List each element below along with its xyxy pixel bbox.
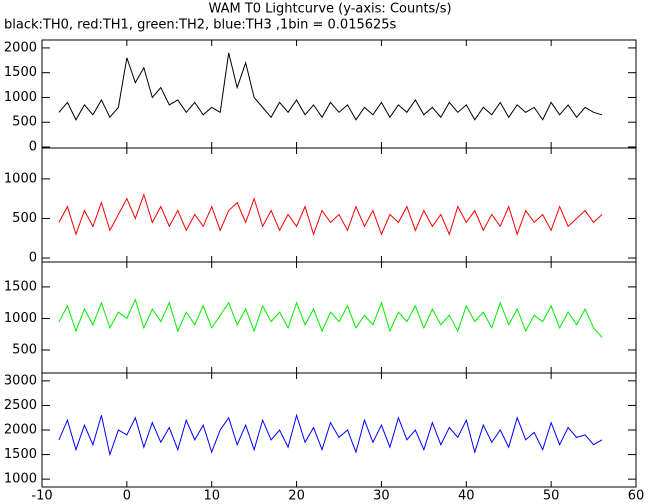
y-tick-label: 1500 [4, 65, 37, 80]
series-line [58, 193, 603, 236]
panel-frame [41, 147, 637, 263]
y-tick-label: 1500 [4, 447, 37, 462]
x-tick-label: -10 [31, 489, 52, 504]
y-tick-label: 1000 [4, 90, 37, 105]
chart-subtitle: black:TH0, red:TH1, green:TH2, blue:TH3 … [4, 18, 397, 33]
y-tick-label: 2000 [4, 40, 37, 55]
y-tick-label: 0 [29, 251, 37, 266]
series-line [58, 52, 603, 121]
y-tick-label: 500 [12, 211, 37, 226]
y-tick-label: 1000 [4, 472, 37, 487]
panel-frame [41, 39, 637, 149]
y-tick-label: 2500 [4, 398, 37, 413]
x-tick-label: 30 [373, 489, 390, 504]
y-tick-label: 0 [29, 140, 37, 155]
x-tick-label: 10 [203, 489, 220, 504]
y-tick-label: 2000 [4, 423, 37, 438]
y-tick-label: 3000 [4, 373, 37, 388]
y-tick-label: 500 [12, 342, 37, 357]
panel-frame [41, 372, 637, 488]
x-tick-label: 60 [628, 489, 645, 504]
x-tick-label: 50 [543, 489, 560, 504]
y-tick-label: 1000 [4, 311, 37, 326]
x-tick-label: 20 [288, 489, 305, 504]
x-tick-label: 40 [458, 489, 475, 504]
series-line [58, 298, 603, 338]
y-tick-label: 500 [12, 115, 37, 130]
x-tick-label: 0 [123, 489, 131, 504]
series-line [58, 413, 603, 457]
chart-title: WAM T0 Lightcurve (y-axis: Counts/s) [208, 2, 451, 17]
y-tick-label: 1500 [4, 279, 37, 294]
y-tick-label: 1000 [4, 171, 37, 186]
panel-frame [41, 261, 637, 374]
